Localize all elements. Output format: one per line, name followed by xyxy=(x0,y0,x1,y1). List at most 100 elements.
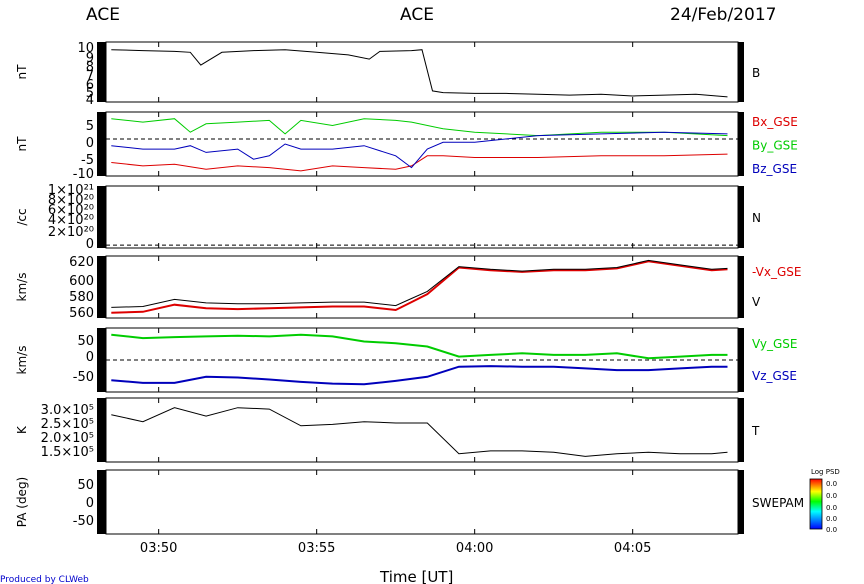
colorbar-tick-label: 0.0 xyxy=(826,515,837,523)
y-tick-label: 5 xyxy=(86,119,94,134)
y-tick-label: 1×10²¹ xyxy=(48,183,94,198)
y-tick-label: 2.5×10⁵ xyxy=(41,417,94,432)
colorbar-title: Log PSD xyxy=(811,468,840,476)
left-tick-band xyxy=(97,256,106,318)
left-tick-band xyxy=(97,470,106,534)
colorbar-tick-label: 0.0 xyxy=(826,480,837,488)
y-tick-label: 0 xyxy=(86,237,94,252)
time-tick-label: 03:55 xyxy=(298,541,335,556)
y-tick-label: 2.0×10⁵ xyxy=(41,431,94,446)
time-tick-label: 04:05 xyxy=(614,541,651,556)
series-line-vz-gse xyxy=(111,365,728,386)
y-tick-label: 0 xyxy=(86,350,94,365)
y-tick-label: 6×10²⁰ xyxy=(48,203,94,218)
legend-label: T xyxy=(751,424,760,438)
y-axis-label: km/s xyxy=(15,346,29,375)
series-line-bx-gse xyxy=(111,153,728,172)
y-axis-label: nT xyxy=(15,64,29,80)
right-tick-band xyxy=(738,398,744,462)
y-tick-label: 620 xyxy=(69,255,94,270)
legend-label: N xyxy=(752,211,761,225)
left-tick-band xyxy=(97,112,106,176)
y-axis-label: PA (deg) xyxy=(15,477,29,527)
header-date: 24/Feb/2017 xyxy=(670,5,776,25)
y-tick-label: 50 xyxy=(77,334,94,349)
panel-swepam: 50 0 -50 PA (deg) SWEPAM xyxy=(15,469,804,535)
left-tick-band xyxy=(97,42,106,102)
panel-b-components: 5 0 -5-10 nT Bx_GSE By_GSE Bz_GSE xyxy=(15,111,798,182)
y-tick-label: -50 xyxy=(73,514,94,529)
y-tick-label: 600 xyxy=(69,274,94,289)
right-tick-band xyxy=(738,112,744,176)
y-tick-label: 3.0×10⁵ xyxy=(41,403,94,418)
colorbar-ticks: 0.0 0.0 0.0 0.0 0.0 xyxy=(826,480,837,534)
y-tick-label: 5 xyxy=(86,86,94,101)
y-tick-label: -50 xyxy=(73,370,94,385)
y-tick-label: 1.5×10⁵ xyxy=(41,445,94,460)
colorbar-tick-label: 0.0 xyxy=(826,492,837,500)
y-tick-label: 6 xyxy=(86,78,94,93)
series-line-bz-gse xyxy=(111,131,728,169)
series-line--vx-gse xyxy=(111,260,728,314)
y-tick-label: -5 xyxy=(81,153,94,168)
panel-frame xyxy=(105,111,739,177)
y-tick-label: 0 xyxy=(86,496,94,511)
series-line-t xyxy=(111,407,728,457)
series-line-b xyxy=(111,49,728,98)
y-tick-label: 4 xyxy=(86,93,94,108)
legend-label: Bx_GSE xyxy=(752,115,798,129)
colorbar-tick-label: 0.0 xyxy=(826,526,837,534)
y-axis-label: nT xyxy=(15,136,29,152)
y-tick-label: 50 xyxy=(77,478,94,493)
colorbar-gradient xyxy=(809,478,823,530)
legend-label: B xyxy=(752,66,760,80)
y-tick-label: 0 xyxy=(86,136,94,151)
y-tick-label: 10 xyxy=(77,41,94,56)
right-tick-band xyxy=(738,328,744,392)
legend-label: By_GSE xyxy=(752,138,798,152)
right-tick-band xyxy=(738,256,744,318)
colorbar: Log PSD 0.0 0.0 0.0 0.0 0.0 xyxy=(809,468,840,534)
y-axis-label: km/s xyxy=(15,273,29,302)
y-tick-label: 8×10²⁰ xyxy=(48,193,94,208)
y-tick-label: 2×10²⁰ xyxy=(48,225,94,240)
y-tick-label: 580 xyxy=(69,290,94,305)
y-tick-label: 560 xyxy=(69,306,94,321)
time-tick-label: 04:00 xyxy=(456,541,493,556)
series-line-vy-gse xyxy=(111,333,728,360)
legend-label: Bz_GSE xyxy=(752,162,797,176)
credit-label: Produced by CLWeb xyxy=(0,575,89,584)
panel-vy-vz: 500 -50 km/s Vy_GSE Vz_GSE xyxy=(15,327,798,393)
legend-label: Vz_GSE xyxy=(752,369,797,383)
series-line-v xyxy=(111,259,728,308)
x-axis-label: Time [UT] xyxy=(379,568,453,584)
left-tick-band xyxy=(97,186,106,248)
y-tick-label: 4×10²⁰ xyxy=(48,213,94,228)
panel-frame xyxy=(105,185,739,249)
right-tick-band xyxy=(738,470,744,534)
time-tick-label: 03:50 xyxy=(140,541,177,556)
y-tick-label: -10 xyxy=(73,167,94,182)
y-tick-label: 7 xyxy=(86,69,94,84)
time-axis: 03:50 03:55 04:00 04:05 xyxy=(140,541,651,556)
legend-label: -Vx_GSE xyxy=(752,265,801,279)
right-tick-band xyxy=(738,186,744,248)
y-tick-label: 9 xyxy=(86,51,94,66)
header-center-title: ACE xyxy=(400,5,434,25)
legend-label: V xyxy=(752,295,761,309)
y-tick-label: 8 xyxy=(86,60,94,75)
panel-frame xyxy=(105,469,739,535)
y-axis-label: K xyxy=(15,425,29,434)
header-left-title: ACE xyxy=(86,5,120,25)
legend-label: Vy_GSE xyxy=(752,337,798,351)
legend-label: SWEPAM xyxy=(752,496,804,510)
left-tick-band xyxy=(97,328,106,392)
right-tick-band xyxy=(738,42,744,102)
y-axis-label: /cc xyxy=(15,208,29,225)
